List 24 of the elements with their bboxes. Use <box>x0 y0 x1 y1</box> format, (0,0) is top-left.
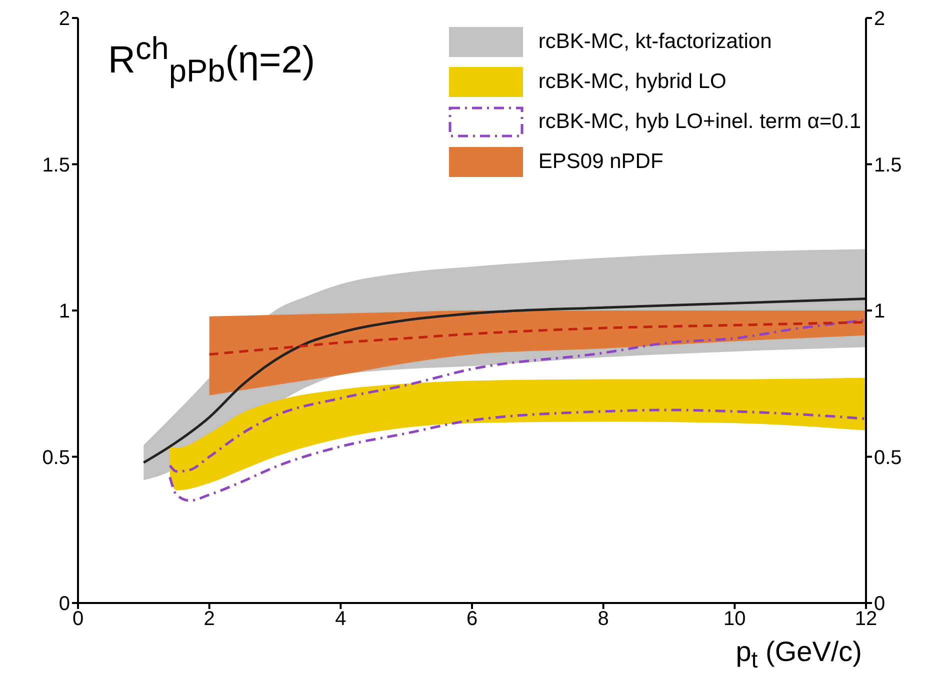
legend-label: rcBK-MC, kt-factorization <box>538 30 772 54</box>
x-tick-label: 12 <box>854 608 878 630</box>
x-tick-label: 6 <box>466 608 478 630</box>
line-series <box>168 408 866 502</box>
x-axis-title: p$_{t}$ (GeV/c) <box>736 636 862 674</box>
y-tick-label: 0 <box>58 593 70 616</box>
x-tick-label: 4 <box>335 608 346 630</box>
x-tick-label: 8 <box>598 608 609 630</box>
x-tick-label: 2 <box>204 608 215 630</box>
legend-label: EPS09 nPDF <box>538 150 664 174</box>
line-series <box>168 318 866 473</box>
y2-tick-label: 2 <box>874 8 886 30</box>
legend-label: rcBK-MC, hyb LO+inel. term α=0.1 <box>538 110 861 134</box>
x-tick-label: 10 <box>724 608 746 630</box>
y2-tick-label: 1.5 <box>874 154 902 176</box>
line-series <box>142 298 866 464</box>
y-tick-label: 2 <box>58 8 70 30</box>
text: R$^{ch}$$_{pPb}$(η=2) <box>108 30 315 90</box>
legend-label: rcBK-MC, hybrid LO <box>538 70 726 94</box>
y2-tick-label: 1 <box>874 300 886 323</box>
y2-tick-label: 0.5 <box>874 446 902 469</box>
y-tick-label: 1.5 <box>42 154 70 176</box>
y-tick-label: 0.5 <box>42 446 70 469</box>
y-tick-label: 1 <box>58 300 70 323</box>
